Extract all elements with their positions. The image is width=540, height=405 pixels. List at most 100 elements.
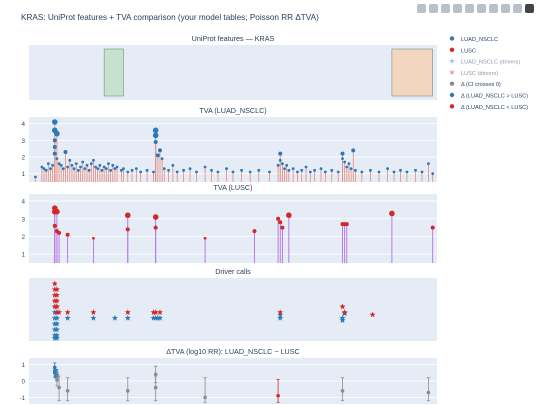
- data-point: [341, 157, 344, 161]
- data-point: [278, 220, 283, 225]
- data-point: [216, 170, 220, 174]
- subplot-2: TVA (LUAD_NSCLC) 1 2 3 4: [22, 106, 437, 182]
- camera-icon[interactable]: [417, 4, 426, 13]
- data-point: [162, 167, 166, 171]
- subplot-4: Driver calls: [29, 267, 437, 341]
- subplot-1: UniProt features — KRAS: [29, 34, 437, 100]
- data-point: [405, 170, 409, 174]
- data-point: [49, 167, 52, 171]
- driver-star-luad: [51, 309, 58, 315]
- data-point: [87, 168, 91, 172]
- delta-point: [55, 377, 59, 382]
- data-point: [72, 167, 76, 171]
- data-point: [182, 168, 186, 172]
- driver-star-luad: [277, 311, 284, 318]
- data-point: [304, 165, 308, 169]
- data-point: [70, 163, 74, 167]
- data-point: [283, 167, 286, 171]
- plot-area: [29, 278, 437, 341]
- data-point: [109, 168, 112, 172]
- data-point: [296, 170, 299, 174]
- data-point: [126, 170, 130, 174]
- legend-dot-icon: [449, 92, 455, 98]
- data-point: [431, 172, 435, 176]
- pan-icon[interactable]: [441, 4, 450, 13]
- data-point: [399, 168, 402, 172]
- data-point: [414, 168, 417, 172]
- data-point: [430, 225, 435, 230]
- zoom-out-icon[interactable]: [489, 4, 498, 13]
- data-point: [152, 214, 159, 220]
- data-point: [57, 162, 61, 166]
- driver-star-lusc: [341, 309, 348, 315]
- subplot-title: UniProt features — KRAS: [192, 34, 275, 43]
- legend-item[interactable]: LUSC (drivers): [449, 69, 498, 77]
- legend-item[interactable]: Δ (CI crosses 0): [449, 81, 501, 89]
- zoom-in-icon[interactable]: [477, 4, 486, 13]
- data-point: [102, 165, 106, 169]
- data-point: [278, 151, 283, 156]
- data-point: [336, 170, 340, 174]
- zoom-icon[interactable]: [429, 4, 438, 13]
- legend-item[interactable]: Δ (LUAD_NSCLC < LUSC): [449, 104, 528, 111]
- autoscale-icon[interactable]: [501, 4, 510, 13]
- driver-star-luad: [53, 332, 60, 338]
- driver-star-lusc: [56, 309, 63, 315]
- data-point: [153, 225, 158, 230]
- data-point: [66, 165, 70, 169]
- data-point: [104, 167, 108, 171]
- subplot-3: TVA (LUSC) 1 2 3 4: [22, 183, 437, 263]
- legend-item[interactable]: LUAD_NSCLC: [449, 36, 498, 43]
- data-point: [330, 168, 334, 172]
- data-point: [287, 168, 291, 172]
- legend-item[interactable]: LUAD_NSCLC (drivers): [449, 58, 520, 66]
- data-point: [377, 170, 381, 174]
- data-point: [308, 170, 312, 174]
- data-point: [115, 165, 119, 169]
- data-point: [252, 229, 257, 234]
- delta-point: [276, 393, 280, 398]
- data-point: [231, 170, 235, 174]
- data-point: [225, 167, 228, 171]
- modebar: [417, 4, 534, 13]
- legend-label: LUAD_NSCLC: [461, 37, 498, 43]
- delta-point: [57, 385, 61, 390]
- driver-star-lusc: [53, 292, 60, 298]
- plotly-logo-icon[interactable]: [525, 4, 534, 13]
- legend-label: LUSC: [461, 48, 476, 54]
- driver-star-luad: [90, 314, 97, 321]
- data-point: [157, 148, 162, 153]
- data-point: [345, 165, 349, 169]
- data-point: [152, 132, 159, 139]
- data-point: [83, 167, 87, 171]
- data-point: [52, 151, 57, 156]
- data-point: [188, 167, 192, 171]
- data-point: [203, 165, 207, 169]
- data-point: [51, 163, 55, 167]
- tick-label: 3: [22, 139, 26, 145]
- data-point: [427, 162, 430, 166]
- tick-label: 2: [22, 235, 26, 241]
- data-point: [85, 163, 89, 167]
- data-point: [57, 230, 62, 235]
- lasso-icon[interactable]: [465, 4, 474, 13]
- driver-star-luad: [124, 314, 131, 321]
- driver-star-lusc: [369, 311, 376, 318]
- data-point: [79, 165, 82, 169]
- reset-axes-icon[interactable]: [513, 4, 522, 13]
- data-point: [167, 168, 170, 172]
- legend-item[interactable]: Δ (LUAD_NSCLC > LUSC): [449, 92, 528, 100]
- legend-label: Δ (LUAD_NSCLC > LUSC): [461, 94, 528, 100]
- legend-label: LUAD_NSCLC (drivers): [461, 60, 520, 66]
- data-point: [175, 170, 179, 174]
- legend-dot-icon: [449, 104, 455, 109]
- legend-item[interactable]: LUSC: [449, 47, 476, 55]
- data-point: [369, 168, 372, 172]
- data-point: [319, 167, 323, 171]
- select-box-icon[interactable]: [453, 4, 462, 13]
- data-point: [351, 148, 356, 153]
- data-point: [349, 167, 353, 171]
- feature-bar: [103, 48, 124, 97]
- delta-point: [203, 395, 207, 400]
- driver-star-luad: [277, 314, 284, 321]
